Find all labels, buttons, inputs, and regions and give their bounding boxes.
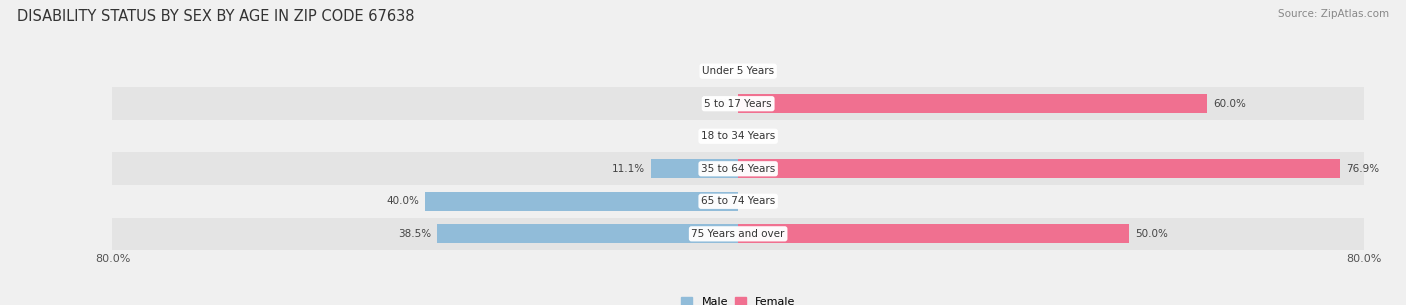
Text: Source: ZipAtlas.com: Source: ZipAtlas.com <box>1278 9 1389 19</box>
Text: 0.0%: 0.0% <box>703 66 728 76</box>
Bar <box>112 152 1364 185</box>
Text: 65 to 74 Years: 65 to 74 Years <box>702 196 775 206</box>
Text: DISABILITY STATUS BY SEX BY AGE IN ZIP CODE 67638: DISABILITY STATUS BY SEX BY AGE IN ZIP C… <box>17 9 415 24</box>
Bar <box>738 94 1208 113</box>
Text: 38.5%: 38.5% <box>398 229 430 239</box>
Text: 0.0%: 0.0% <box>748 66 773 76</box>
Bar <box>112 55 1364 88</box>
Text: 50.0%: 50.0% <box>1136 229 1168 239</box>
Bar <box>437 224 738 243</box>
Bar <box>425 192 738 211</box>
Bar <box>651 159 738 178</box>
Text: 0.0%: 0.0% <box>748 131 773 141</box>
Text: 11.1%: 11.1% <box>612 164 645 174</box>
Bar <box>112 120 1364 152</box>
Text: 0.0%: 0.0% <box>703 99 728 109</box>
Bar <box>738 224 1129 243</box>
Legend: Male, Female: Male, Female <box>682 296 794 305</box>
Text: 75 Years and over: 75 Years and over <box>692 229 785 239</box>
Bar <box>738 159 1340 178</box>
Text: 0.0%: 0.0% <box>703 131 728 141</box>
Text: Under 5 Years: Under 5 Years <box>702 66 775 76</box>
Text: 18 to 34 Years: 18 to 34 Years <box>702 131 775 141</box>
Text: 35 to 64 Years: 35 to 64 Years <box>702 164 775 174</box>
Text: 76.9%: 76.9% <box>1346 164 1379 174</box>
Text: 60.0%: 60.0% <box>1213 99 1247 109</box>
Text: 40.0%: 40.0% <box>387 196 419 206</box>
Bar <box>112 217 1364 250</box>
Text: 0.0%: 0.0% <box>748 196 773 206</box>
Text: 5 to 17 Years: 5 to 17 Years <box>704 99 772 109</box>
Bar <box>112 88 1364 120</box>
Bar <box>112 185 1364 217</box>
